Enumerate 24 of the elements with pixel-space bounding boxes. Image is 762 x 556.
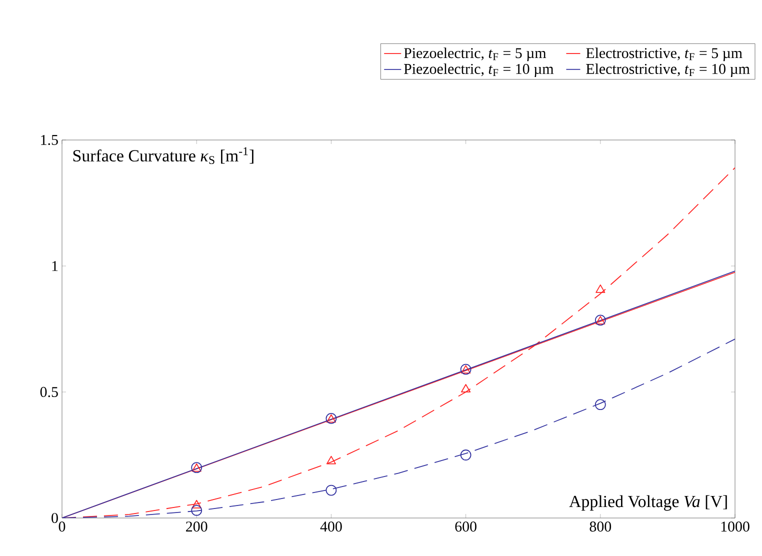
y-tick-label: 1.5	[41, 134, 58, 146]
point	[326, 456, 336, 464]
legend-label: Piezoelectric, t$_{F}$ = 5 µm	[404, 48, 546, 62]
legend-label: Electrostrictive, t$_{F}$ = 10 µm	[586, 63, 750, 78]
point	[326, 484, 337, 496]
point	[460, 450, 472, 460]
x-tick-label: 600	[455, 522, 476, 532]
point	[594, 399, 606, 410]
y-tick-label: 1	[52, 261, 58, 271]
x-tick-label: 1000	[721, 522, 750, 532]
point	[191, 504, 202, 516]
x-axis-title: Applied Voltage Va [V]	[569, 495, 727, 511]
legend-label: Piezoelectric, t$_{F}$ = 10 µm	[404, 63, 554, 78]
legend-label: Electrostrictive, t$_{F}$ = 5 µm	[586, 48, 742, 62]
point	[596, 284, 606, 293]
point	[461, 384, 471, 392]
y-tick-label: 0.5	[40, 386, 58, 398]
x-tick-label: 800	[590, 522, 612, 532]
y-tick-label: 0	[52, 512, 58, 524]
x-tick-label: 400	[320, 522, 342, 532]
x-tick-label: 200	[186, 522, 208, 532]
point	[192, 500, 202, 508]
y-axis-title: Surface Curvature κ$_{S}$ [m$^{-1}$]	[73, 147, 254, 164]
x-tick-label: 0	[58, 522, 66, 532]
